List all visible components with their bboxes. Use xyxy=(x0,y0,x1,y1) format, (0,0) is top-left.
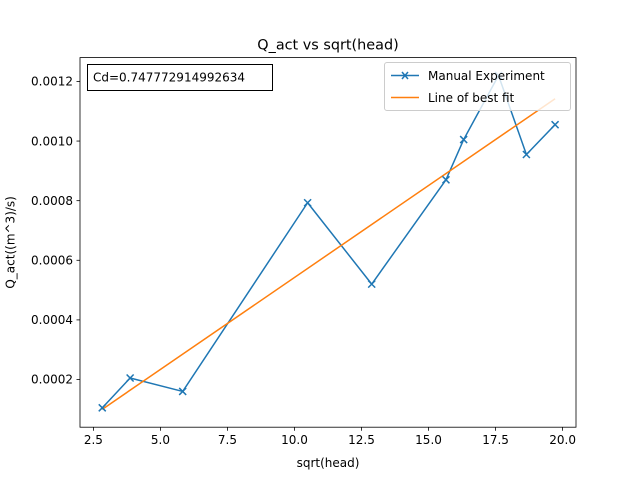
data-point xyxy=(522,150,531,159)
y-axis-ticks: 0.0002 0.0004 0.0006 0.0008 0.0010 0.0012 xyxy=(31,75,80,387)
series-line-line-of-best-fit xyxy=(101,98,556,410)
x-tick-label: 17.5 xyxy=(482,433,509,447)
y-tick-label: 0.0012 xyxy=(31,75,73,89)
x-tick-label: 12.5 xyxy=(348,433,375,447)
legend-label-manual-experiment: Manual Experiment xyxy=(428,69,545,83)
annotation-text: Cd=0.747772914992634 xyxy=(93,71,245,85)
x-tick-label: 5.0 xyxy=(151,433,170,447)
data-point xyxy=(98,403,107,412)
data-point xyxy=(178,387,187,396)
x-tick-label: 20.0 xyxy=(549,433,576,447)
data-point xyxy=(303,198,312,207)
x-tick-label: 2.5 xyxy=(84,433,103,447)
y-tick-label: 0.0006 xyxy=(31,253,73,267)
annotation-box xyxy=(87,64,273,91)
data-point xyxy=(441,175,450,184)
cd-annotation: Cd=0.747772914992634 xyxy=(87,64,273,91)
x-tick-label: 7.5 xyxy=(218,433,237,447)
legend: Manual Experiment Line of best fit xyxy=(384,62,571,111)
y-tick-label: 0.0004 xyxy=(31,313,73,327)
legend-label-line-of-best-fit: Line of best fit xyxy=(428,91,515,105)
legend-frame xyxy=(384,62,571,111)
plot-lines xyxy=(101,74,556,410)
data-point xyxy=(367,280,376,289)
y-tick-label: 0.0008 xyxy=(31,194,73,208)
y-axis-label: Q_act((m^3)/s) xyxy=(4,196,18,289)
x-axis-label: sqrt(head) xyxy=(297,456,360,470)
chart-title: Q_act vs sqrt(head) xyxy=(257,38,398,54)
series-line-manual-experiment xyxy=(101,74,556,409)
x-axis-ticks: 2.5 5.0 7.5 10.0 12.5 15.0 17.5 20.0 xyxy=(84,427,576,447)
x-tick-label: 15.0 xyxy=(415,433,442,447)
y-tick-label: 0.0002 xyxy=(31,373,73,387)
plot-frame xyxy=(79,57,577,428)
data-point xyxy=(551,120,560,129)
data-point xyxy=(459,135,468,144)
x-tick-label: 10.0 xyxy=(281,433,308,447)
y-tick-label: 0.0010 xyxy=(31,134,73,148)
data-point xyxy=(126,373,135,383)
legend-marker-manual-experiment xyxy=(401,71,409,80)
plot-markers xyxy=(98,71,560,412)
